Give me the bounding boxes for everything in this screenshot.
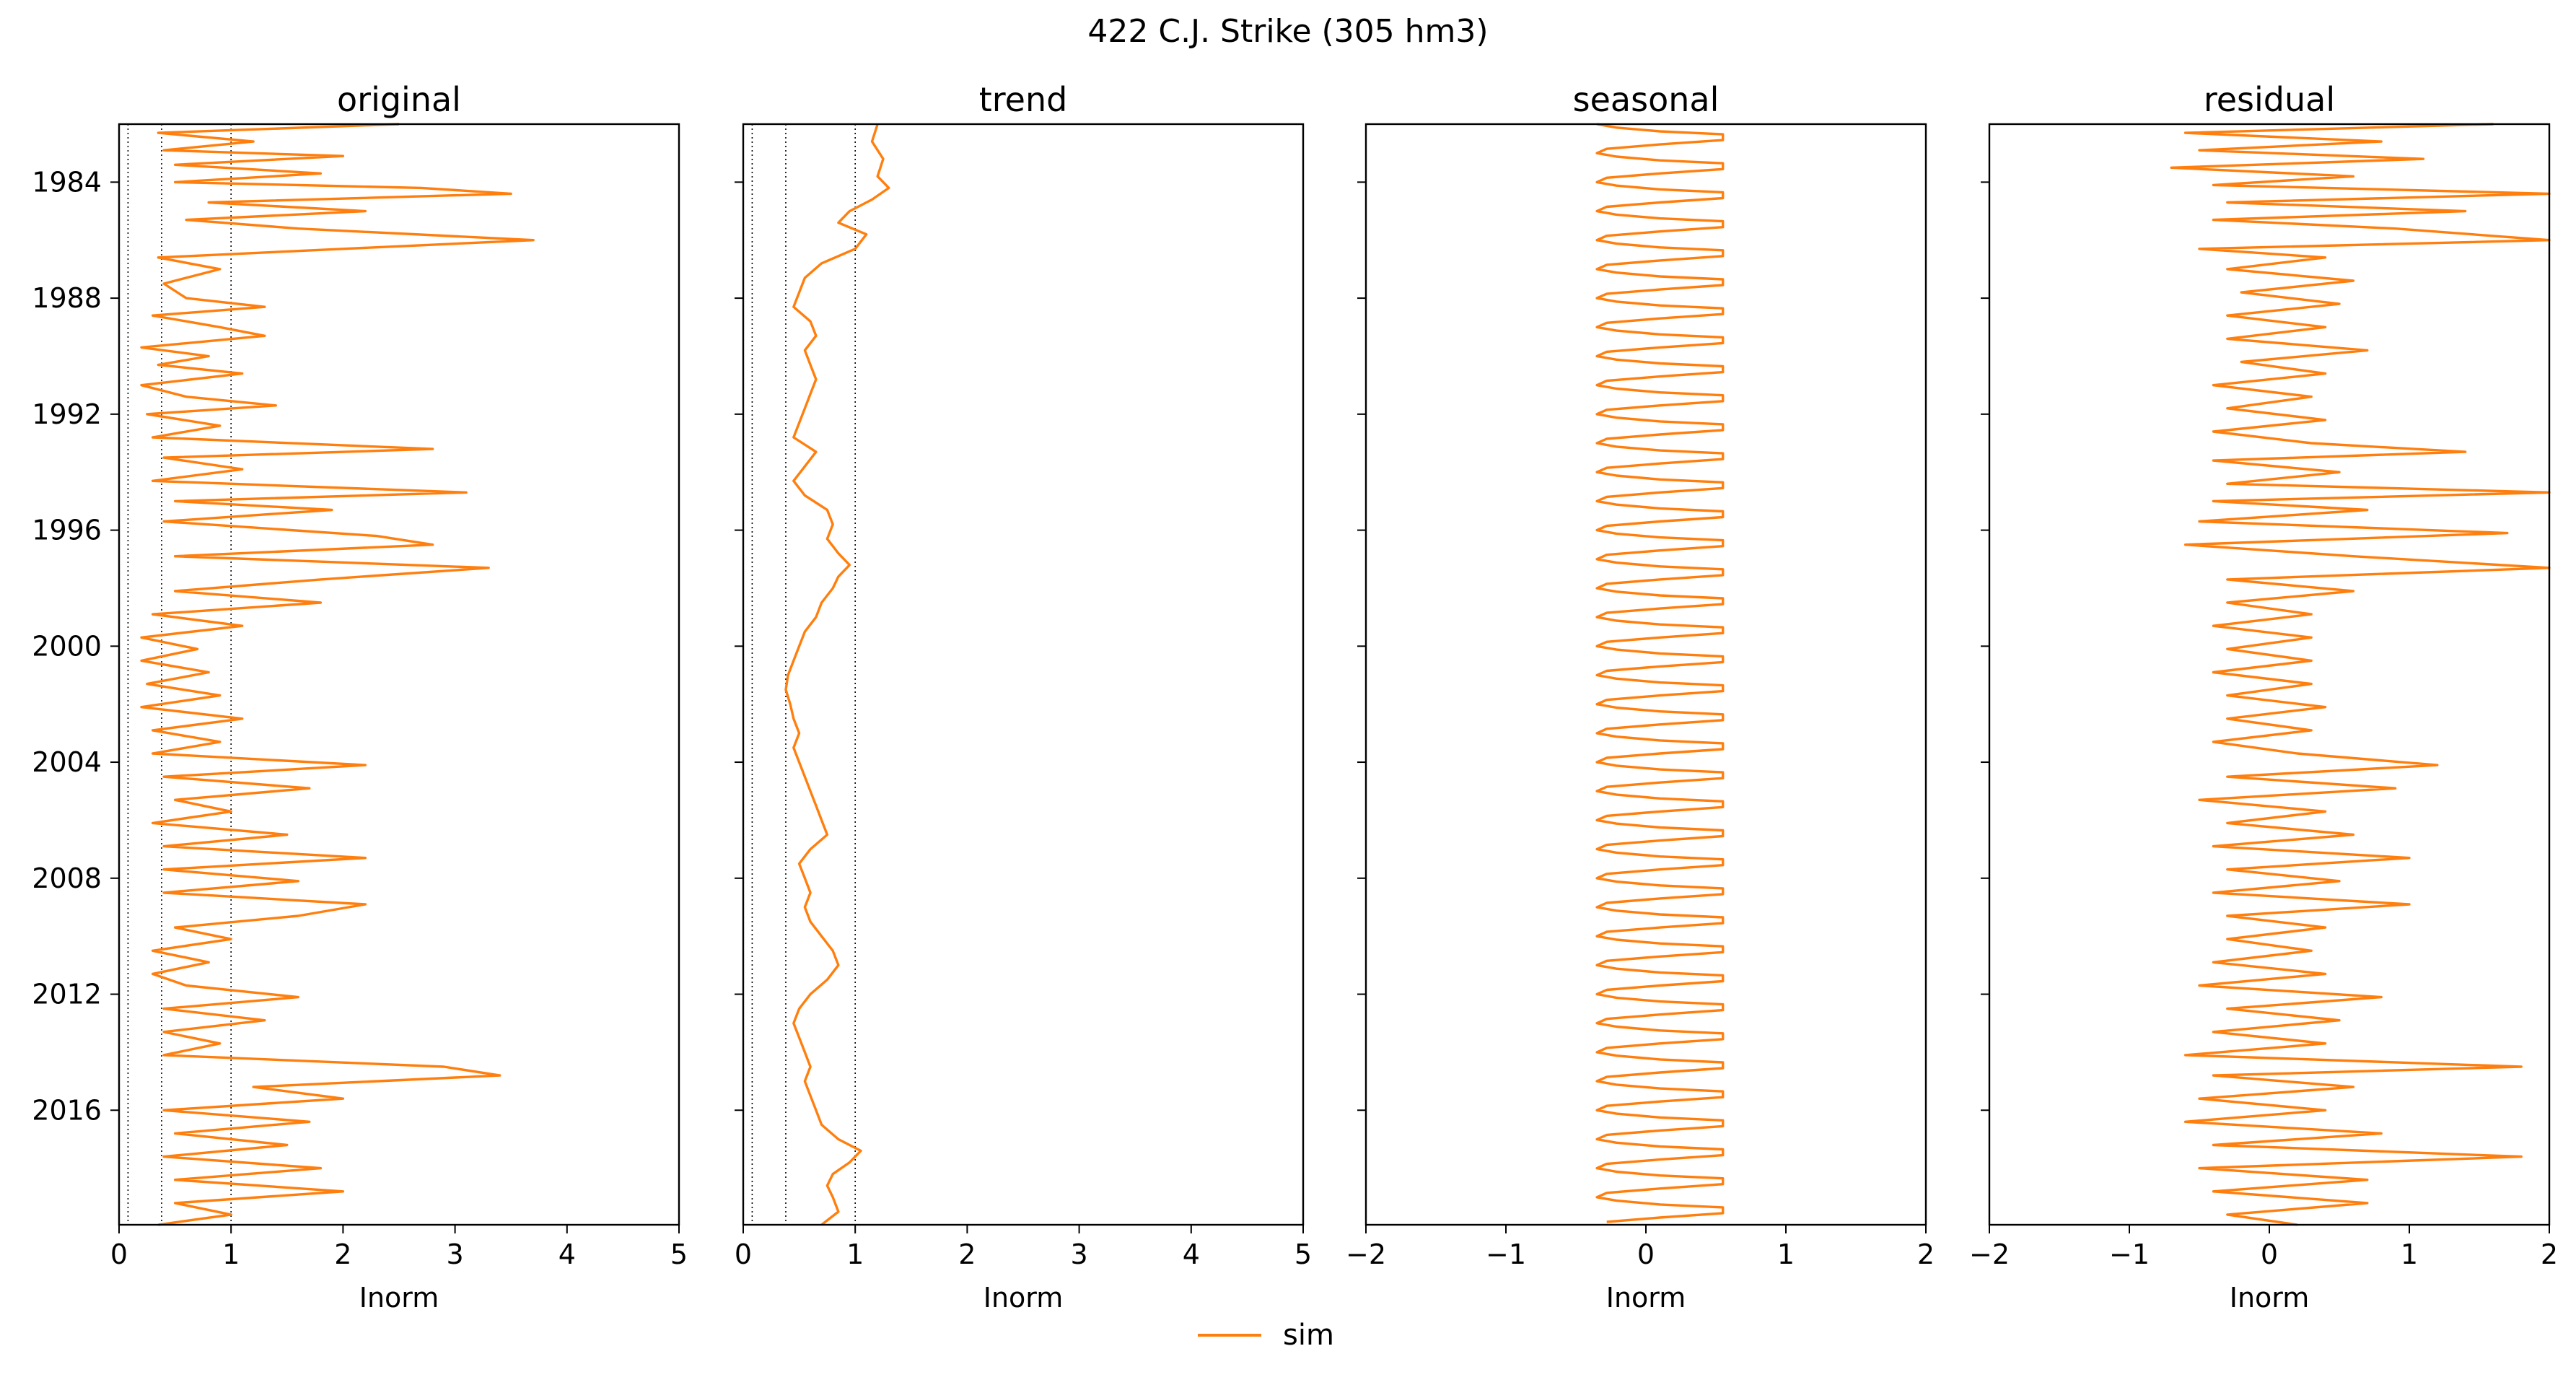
y-tick-label-4: 2000	[32, 630, 102, 662]
x-tick-label-0-3: 3	[447, 1238, 464, 1270]
x-tick-label-1-0: 0	[735, 1238, 752, 1270]
x-tick-label-2-1: −1	[1486, 1238, 1526, 1270]
x-tick-label-1-5: 5	[1294, 1238, 1312, 1270]
panel-3: residual −2 −1 0 1 2 Inorm	[1969, 80, 2558, 1314]
y-tick-label-8: 2016	[32, 1094, 102, 1126]
x-tick-label-2-3: 1	[1777, 1238, 1795, 1270]
x-tick-label-3-2: 0	[2261, 1238, 2278, 1270]
y-tick-label-0: 1984	[32, 166, 102, 198]
x-tick-label-0-1: 1	[222, 1238, 240, 1270]
panel-0: original 0 1 2 3 4 5 Inorm 1984 1988 1992 1996 2000 2…	[32, 80, 688, 1314]
series-line-sim-1	[784, 123, 890, 1226]
y-tick-label-1: 1988	[32, 282, 102, 314]
series-line-sim-2	[1595, 123, 1725, 1223]
y-tick-label-7: 2012	[32, 979, 102, 1010]
legend-swatch	[1198, 1334, 1261, 1337]
figure-title: 422 C.J. Strike (305 hm3)	[1087, 13, 1489, 50]
panel-title-3: residual	[2204, 80, 2335, 119]
y-tick-label-5: 2004	[32, 746, 102, 778]
series-line-sim-0	[140, 123, 535, 1226]
x-tick-label-1-3: 3	[1071, 1238, 1088, 1270]
y-tick-label-2: 1992	[32, 398, 102, 430]
legend-label: sim	[1283, 1319, 1334, 1352]
axes-frame-0	[118, 123, 680, 1226]
panel-1: trend 0 1 2 3 4 5 Inorm	[735, 80, 1312, 1314]
x-tick-label-3-4: 2	[2541, 1238, 2558, 1270]
x-tick-label-0-0: 0	[110, 1238, 128, 1270]
series-line-sim-3	[2170, 123, 2551, 1226]
legend: sim	[1198, 1314, 1334, 1357]
x-axis-label-2: Inorm	[1606, 1282, 1686, 1314]
x-tick-label-1-2: 2	[958, 1238, 976, 1270]
y-tick-label-6: 2008	[32, 862, 102, 894]
panel-2: seasonal −2 −1 0 1 2 Inorm	[1346, 80, 1935, 1314]
x-tick-label-3-3: 1	[2401, 1238, 2418, 1270]
x-axis-label-3: Inorm	[2230, 1282, 2310, 1314]
x-tick-label-1-4: 4	[1183, 1238, 1200, 1270]
x-tick-label-1-1: 1	[846, 1238, 864, 1270]
x-tick-label-0-2: 2	[334, 1238, 351, 1270]
x-tick-label-3-1: −1	[2109, 1238, 2150, 1270]
panel-title-0: original	[337, 80, 461, 119]
panel-title-1: trend	[979, 80, 1068, 119]
x-tick-label-3-0: −2	[1969, 1238, 2010, 1270]
x-axis-label-1: Inorm	[983, 1282, 1064, 1314]
x-axis-label-0: Inorm	[359, 1282, 439, 1314]
x-tick-label-2-4: 2	[1917, 1238, 1935, 1270]
x-tick-label-2-2: 0	[1637, 1238, 1655, 1270]
x-tick-label-0-5: 5	[670, 1238, 688, 1270]
x-tick-label-0-4: 4	[558, 1238, 576, 1270]
y-tick-label-3: 1996	[32, 515, 102, 546]
panel-title-2: seasonal	[1573, 80, 1719, 119]
axes-frame-2	[1364, 123, 1927, 1226]
axes-frame-1	[742, 123, 1305, 1226]
x-tick-label-2-0: −2	[1346, 1238, 1386, 1270]
